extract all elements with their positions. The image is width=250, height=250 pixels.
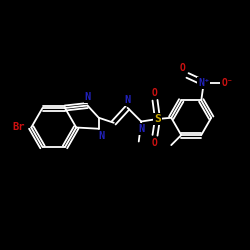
Text: S: S: [154, 114, 161, 124]
Text: O⁻: O⁻: [221, 78, 233, 88]
Text: N⁺: N⁺: [198, 78, 210, 88]
Text: N: N: [98, 131, 104, 141]
Text: Br: Br: [12, 122, 25, 132]
Text: O: O: [179, 63, 185, 73]
Text: N: N: [84, 92, 90, 102]
Text: O: O: [152, 138, 158, 148]
Text: O: O: [152, 88, 158, 98]
Text: N: N: [124, 95, 130, 105]
Text: N: N: [138, 124, 144, 134]
